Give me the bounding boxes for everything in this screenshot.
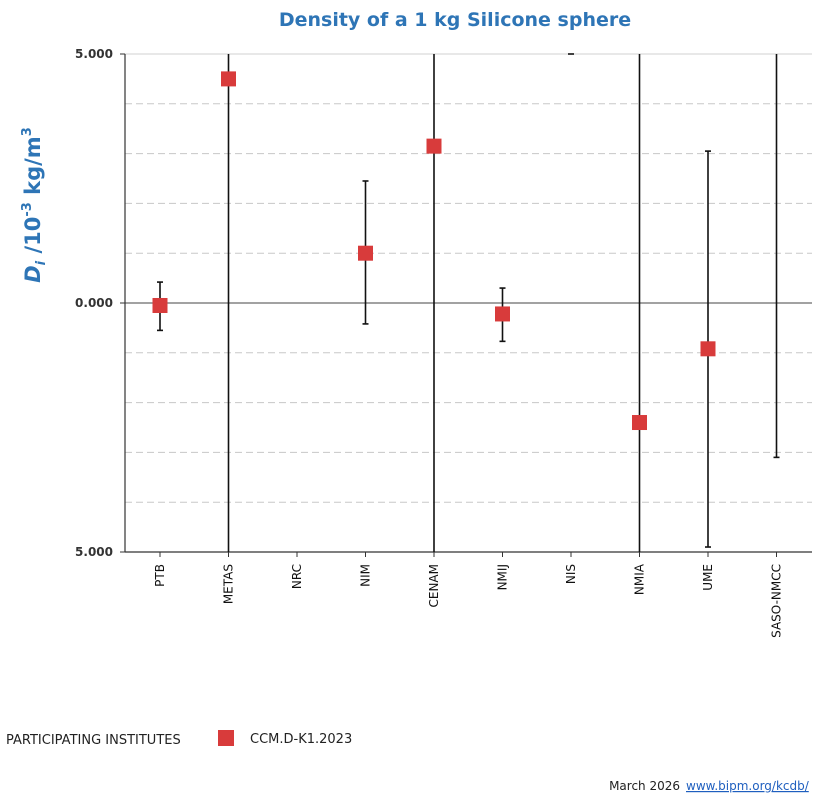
- footer: March 2026 www.bipm.org/kcdb/: [609, 779, 810, 793]
- legend-entry: CCM.D-K1.2023: [250, 732, 352, 747]
- data-point-cenam: [426, 138, 442, 154]
- y-label-unit: kg/m: [21, 136, 45, 202]
- x-tick-label-nrc: NRC: [290, 564, 304, 589]
- y-tick-label: 0.000: [75, 296, 113, 310]
- y-label-prefix: /10: [21, 217, 45, 261]
- chart-title: Density of a 1 kg Silicone sphere: [279, 9, 631, 31]
- x-tick-label-nis: NIS: [564, 564, 578, 584]
- legend-marker: [218, 730, 234, 746]
- y-axis-label: Di /10-3 kg/m3: [20, 127, 49, 283]
- x-tick-label-saso-nmcc: SASO-NMCC: [770, 564, 784, 638]
- x-tick-label-ptb: PTB: [153, 564, 167, 587]
- x-tick-label-ume: UME: [701, 564, 715, 591]
- legend: PARTICIPATING INSTITUTES CCM.D-K1.2023: [6, 730, 352, 748]
- y-label-symbol: D: [21, 265, 45, 282]
- x-tick-label-nim: NIM: [359, 564, 373, 587]
- y-tick-label: 5.000: [75, 545, 113, 559]
- y-ticks: 5.000 0.000 5.000: [75, 47, 125, 559]
- x-tick-labels: PTB METAS NRC NIM CENAM NMIJ NIS NMIA UME SASO-NM…: [153, 552, 784, 638]
- footer-link[interactable]: www.bipm.org/kcdb/: [686, 779, 810, 793]
- footer-date: March 2026: [609, 779, 680, 793]
- y-label-exponent: -3: [20, 202, 35, 216]
- x-tick-label-nmia: NMIA: [633, 563, 647, 595]
- data-point-metas: [221, 71, 236, 87]
- y-label-unit-exponent: 3: [20, 127, 35, 136]
- y-label-subscript: i: [34, 260, 49, 265]
- y-tick-label: 5.000: [75, 47, 113, 61]
- x-tick-label-metas: METAS: [222, 564, 236, 604]
- data-point-ptb: [152, 297, 168, 313]
- data-point-nim: [358, 245, 373, 261]
- data-point-nmia: [632, 415, 647, 431]
- data-markers: [152, 71, 716, 431]
- x-tick-label-nmij: NMIJ: [496, 564, 510, 590]
- legend-heading: PARTICIPATING INSTITUTES: [6, 733, 181, 748]
- grid: [124, 53, 812, 553]
- data-point-ume: [700, 341, 716, 357]
- x-tick-label-cenam: CENAM: [427, 564, 441, 608]
- data-point-nmij: [495, 306, 510, 322]
- svg-text:Di /10-3 kg/m3: Di /10-3 kg/m3: [20, 127, 49, 283]
